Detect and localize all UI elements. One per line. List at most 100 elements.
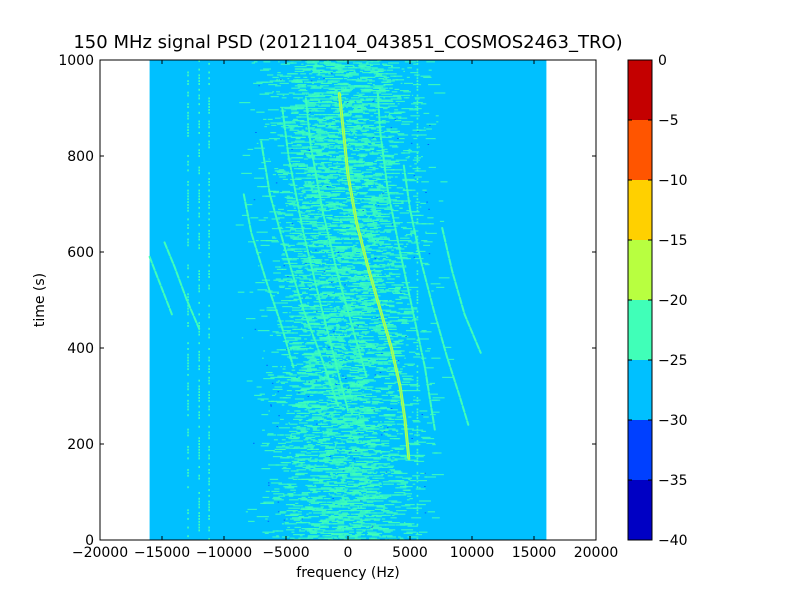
noise-streak [287, 326, 298, 328]
noise-streak [311, 417, 325, 419]
noise-streak [317, 334, 323, 336]
noise-streak [296, 363, 304, 365]
noise-streak [347, 456, 351, 458]
noise-streak [342, 529, 354, 531]
noise-streak [359, 262, 371, 264]
noise-streak [306, 105, 316, 107]
vertical-line-segment [187, 106, 189, 108]
noise-streak [325, 445, 329, 447]
noise-streak [295, 379, 301, 381]
noise-streak [367, 237, 381, 239]
noise-streak [340, 224, 346, 226]
noise-streak [303, 391, 311, 393]
noise-streak [354, 174, 359, 176]
noise-streak [374, 284, 386, 286]
noise-streak [373, 316, 375, 318]
noise-streak [281, 382, 285, 384]
noise-streak [299, 88, 306, 90]
noise-streak [321, 376, 328, 378]
noise-streak [388, 114, 391, 116]
noise-streak [358, 368, 364, 370]
noise-streak [355, 408, 365, 410]
noise-streak [366, 529, 374, 531]
noise-streak [329, 159, 342, 161]
noise-streak [294, 398, 305, 400]
noise-streak [310, 447, 314, 449]
noise-streak [264, 126, 268, 128]
noise-streak [384, 504, 395, 506]
noise-streak [386, 264, 395, 266]
noise-dip [385, 471, 388, 473]
noise-streak [383, 76, 390, 78]
noise-streak [307, 454, 319, 456]
noise-streak [376, 200, 383, 202]
noise-streak [350, 508, 357, 510]
noise-streak [346, 398, 354, 400]
noise-streak [397, 451, 400, 453]
noise-streak [344, 352, 349, 354]
noise-streak [347, 334, 352, 336]
noise-streak [348, 277, 355, 279]
noise-streak [391, 66, 393, 68]
noise-streak [400, 237, 410, 239]
noise-streak [276, 79, 279, 81]
noise-streak [325, 430, 330, 432]
noise-streak [309, 322, 317, 324]
noise-streak [326, 273, 331, 275]
noise-streak [353, 477, 365, 479]
noise-streak [355, 122, 365, 124]
noise-streak [349, 531, 355, 533]
noise-streak [388, 267, 391, 269]
noise-streak [414, 258, 424, 260]
vertical-line-segment [187, 293, 189, 296]
vertical-line-segment [187, 169, 189, 172]
noise-streak [410, 327, 417, 329]
noise-streak [350, 144, 363, 146]
noise-streak [285, 423, 288, 425]
noise-streak [292, 478, 298, 480]
noise-streak [353, 109, 365, 111]
vertical-line-segment [187, 388, 189, 391]
noise-streak [319, 150, 323, 152]
noise-streak [295, 472, 308, 474]
noise-streak [352, 352, 361, 354]
noise-streak [313, 259, 323, 261]
noise-streak [410, 214, 422, 216]
noise-streak [310, 265, 319, 267]
noise-streak [353, 354, 365, 356]
noise-streak [371, 362, 383, 364]
noise-streak [286, 147, 298, 149]
noise-streak [300, 258, 312, 260]
vertical-line-segment [187, 296, 189, 299]
noise-streak [360, 410, 373, 412]
noise-streak [301, 63, 304, 65]
noise-streak [400, 415, 405, 417]
noise-streak [356, 520, 359, 522]
noise-streak [330, 295, 342, 297]
noise-streak [325, 118, 330, 120]
noise-streak [307, 174, 311, 176]
noise-streak [375, 175, 382, 177]
noise-streak [338, 535, 347, 537]
noise-streak [308, 94, 315, 96]
noise-streak [347, 73, 359, 75]
noise-streak [363, 205, 375, 207]
noise-streak [396, 116, 402, 118]
noise-streak [350, 153, 356, 155]
noise-streak [328, 73, 332, 75]
noise-streak [282, 244, 295, 246]
noise-streak [429, 382, 436, 384]
noise-streak [289, 343, 299, 345]
noise-streak [349, 272, 354, 274]
noise-streak [290, 236, 300, 238]
noise-streak [419, 338, 429, 340]
noise-streak [341, 376, 346, 378]
noise-streak [325, 170, 333, 172]
noise-streak [354, 145, 363, 147]
noise-streak [280, 63, 290, 65]
noise-streak [360, 436, 364, 438]
noise-streak [322, 355, 335, 357]
noise-streak [314, 352, 321, 354]
noise-streak [328, 88, 336, 90]
noise-streak [295, 319, 307, 321]
